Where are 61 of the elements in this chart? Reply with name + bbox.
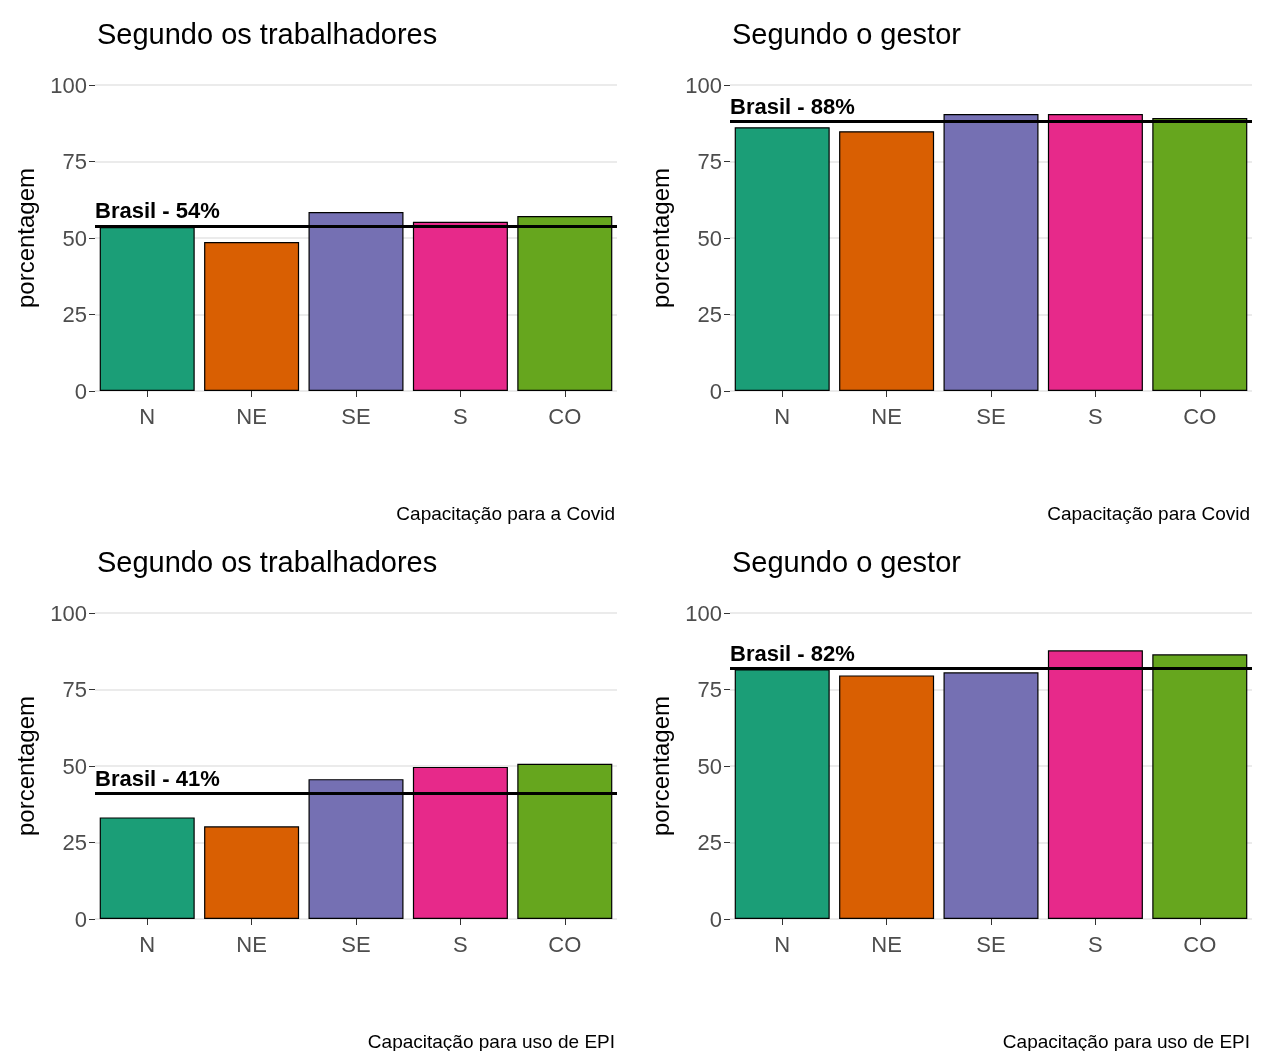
y-tick-label: 25	[62, 302, 87, 327]
y-tick-label: 50	[697, 225, 722, 251]
x-tick-label: S	[1088, 931, 1103, 957]
x-tick-label: CO	[548, 403, 582, 429]
ref-line-label: Brasil - 54%	[95, 198, 220, 224]
bar	[99, 817, 195, 919]
x-tick-label: NE	[236, 403, 267, 429]
chart-title: Segundo o gestor	[732, 17, 962, 50]
x-tick-label: N	[139, 403, 156, 429]
x-tick-label: S	[453, 931, 468, 957]
y-tick-label: 75	[62, 677, 87, 702]
y-tick-label: 25	[697, 830, 722, 855]
bar	[204, 241, 300, 391]
y-tick-label: 50	[62, 225, 87, 251]
y-tick-label: 100	[685, 600, 722, 626]
bar	[839, 675, 935, 919]
x-tick-label: S	[453, 403, 468, 429]
x-tick-label: N	[774, 403, 791, 429]
y-tick-label: 75	[697, 149, 722, 174]
x-tick-label: CO	[1183, 403, 1217, 429]
y-tick-label: 25	[697, 302, 722, 327]
x-tick-label: SE	[341, 931, 371, 957]
y-tick-label: 50	[697, 753, 722, 779]
ref-line-label: Brasil - 88%	[730, 94, 855, 120]
text: Capacitação para a Covid	[396, 503, 616, 524]
chart-title: Segundo o gestor	[732, 545, 962, 578]
y-tick-label: 25	[62, 830, 87, 855]
y-tick-label: 75	[62, 149, 87, 174]
y-tick-label: 0	[709, 378, 722, 404]
x-tick-label: SE	[976, 403, 1006, 429]
y-axis-title: porcentagem	[11, 167, 39, 309]
ref-line-label: Brasil - 41%	[95, 766, 220, 792]
y-tick-label: 100	[685, 72, 722, 98]
text: Capacitação para Covid	[1047, 503, 1251, 524]
bar	[734, 127, 830, 391]
y-axis-title: porcentagem	[11, 695, 39, 837]
ref-line-label: Brasil - 82%	[730, 640, 855, 666]
y-axis-title: porcentagem	[646, 167, 674, 309]
x-tick-label: SE	[341, 403, 371, 429]
y-tick-label: 0	[74, 906, 87, 932]
y-tick-label: 0	[709, 906, 722, 932]
bar	[943, 672, 1039, 919]
x-tick-label: CO	[548, 931, 582, 957]
y-tick-label: 75	[697, 677, 722, 702]
x-tick-label: N	[774, 931, 791, 957]
y-axis-title: porcentagem	[646, 695, 674, 837]
x-tick-label: N	[139, 931, 156, 957]
x-tick-label: NE	[236, 931, 267, 957]
bar	[204, 826, 300, 919]
y-tick-label: 100	[50, 600, 87, 626]
x-tick-label: CO	[1183, 931, 1217, 957]
chart-title: Segundo os trabalhadores	[97, 545, 438, 578]
y-tick-label: 100	[50, 72, 87, 98]
y-tick-label: 50	[62, 753, 87, 779]
chart-title: Segundo os trabalhadores	[97, 17, 438, 50]
bar	[839, 131, 935, 391]
x-tick-label: S	[1088, 403, 1103, 429]
x-tick-label: SE	[976, 931, 1006, 957]
y-tick-label: 0	[74, 378, 87, 404]
x-tick-label: NE	[871, 931, 902, 957]
x-tick-label: NE	[871, 403, 902, 429]
